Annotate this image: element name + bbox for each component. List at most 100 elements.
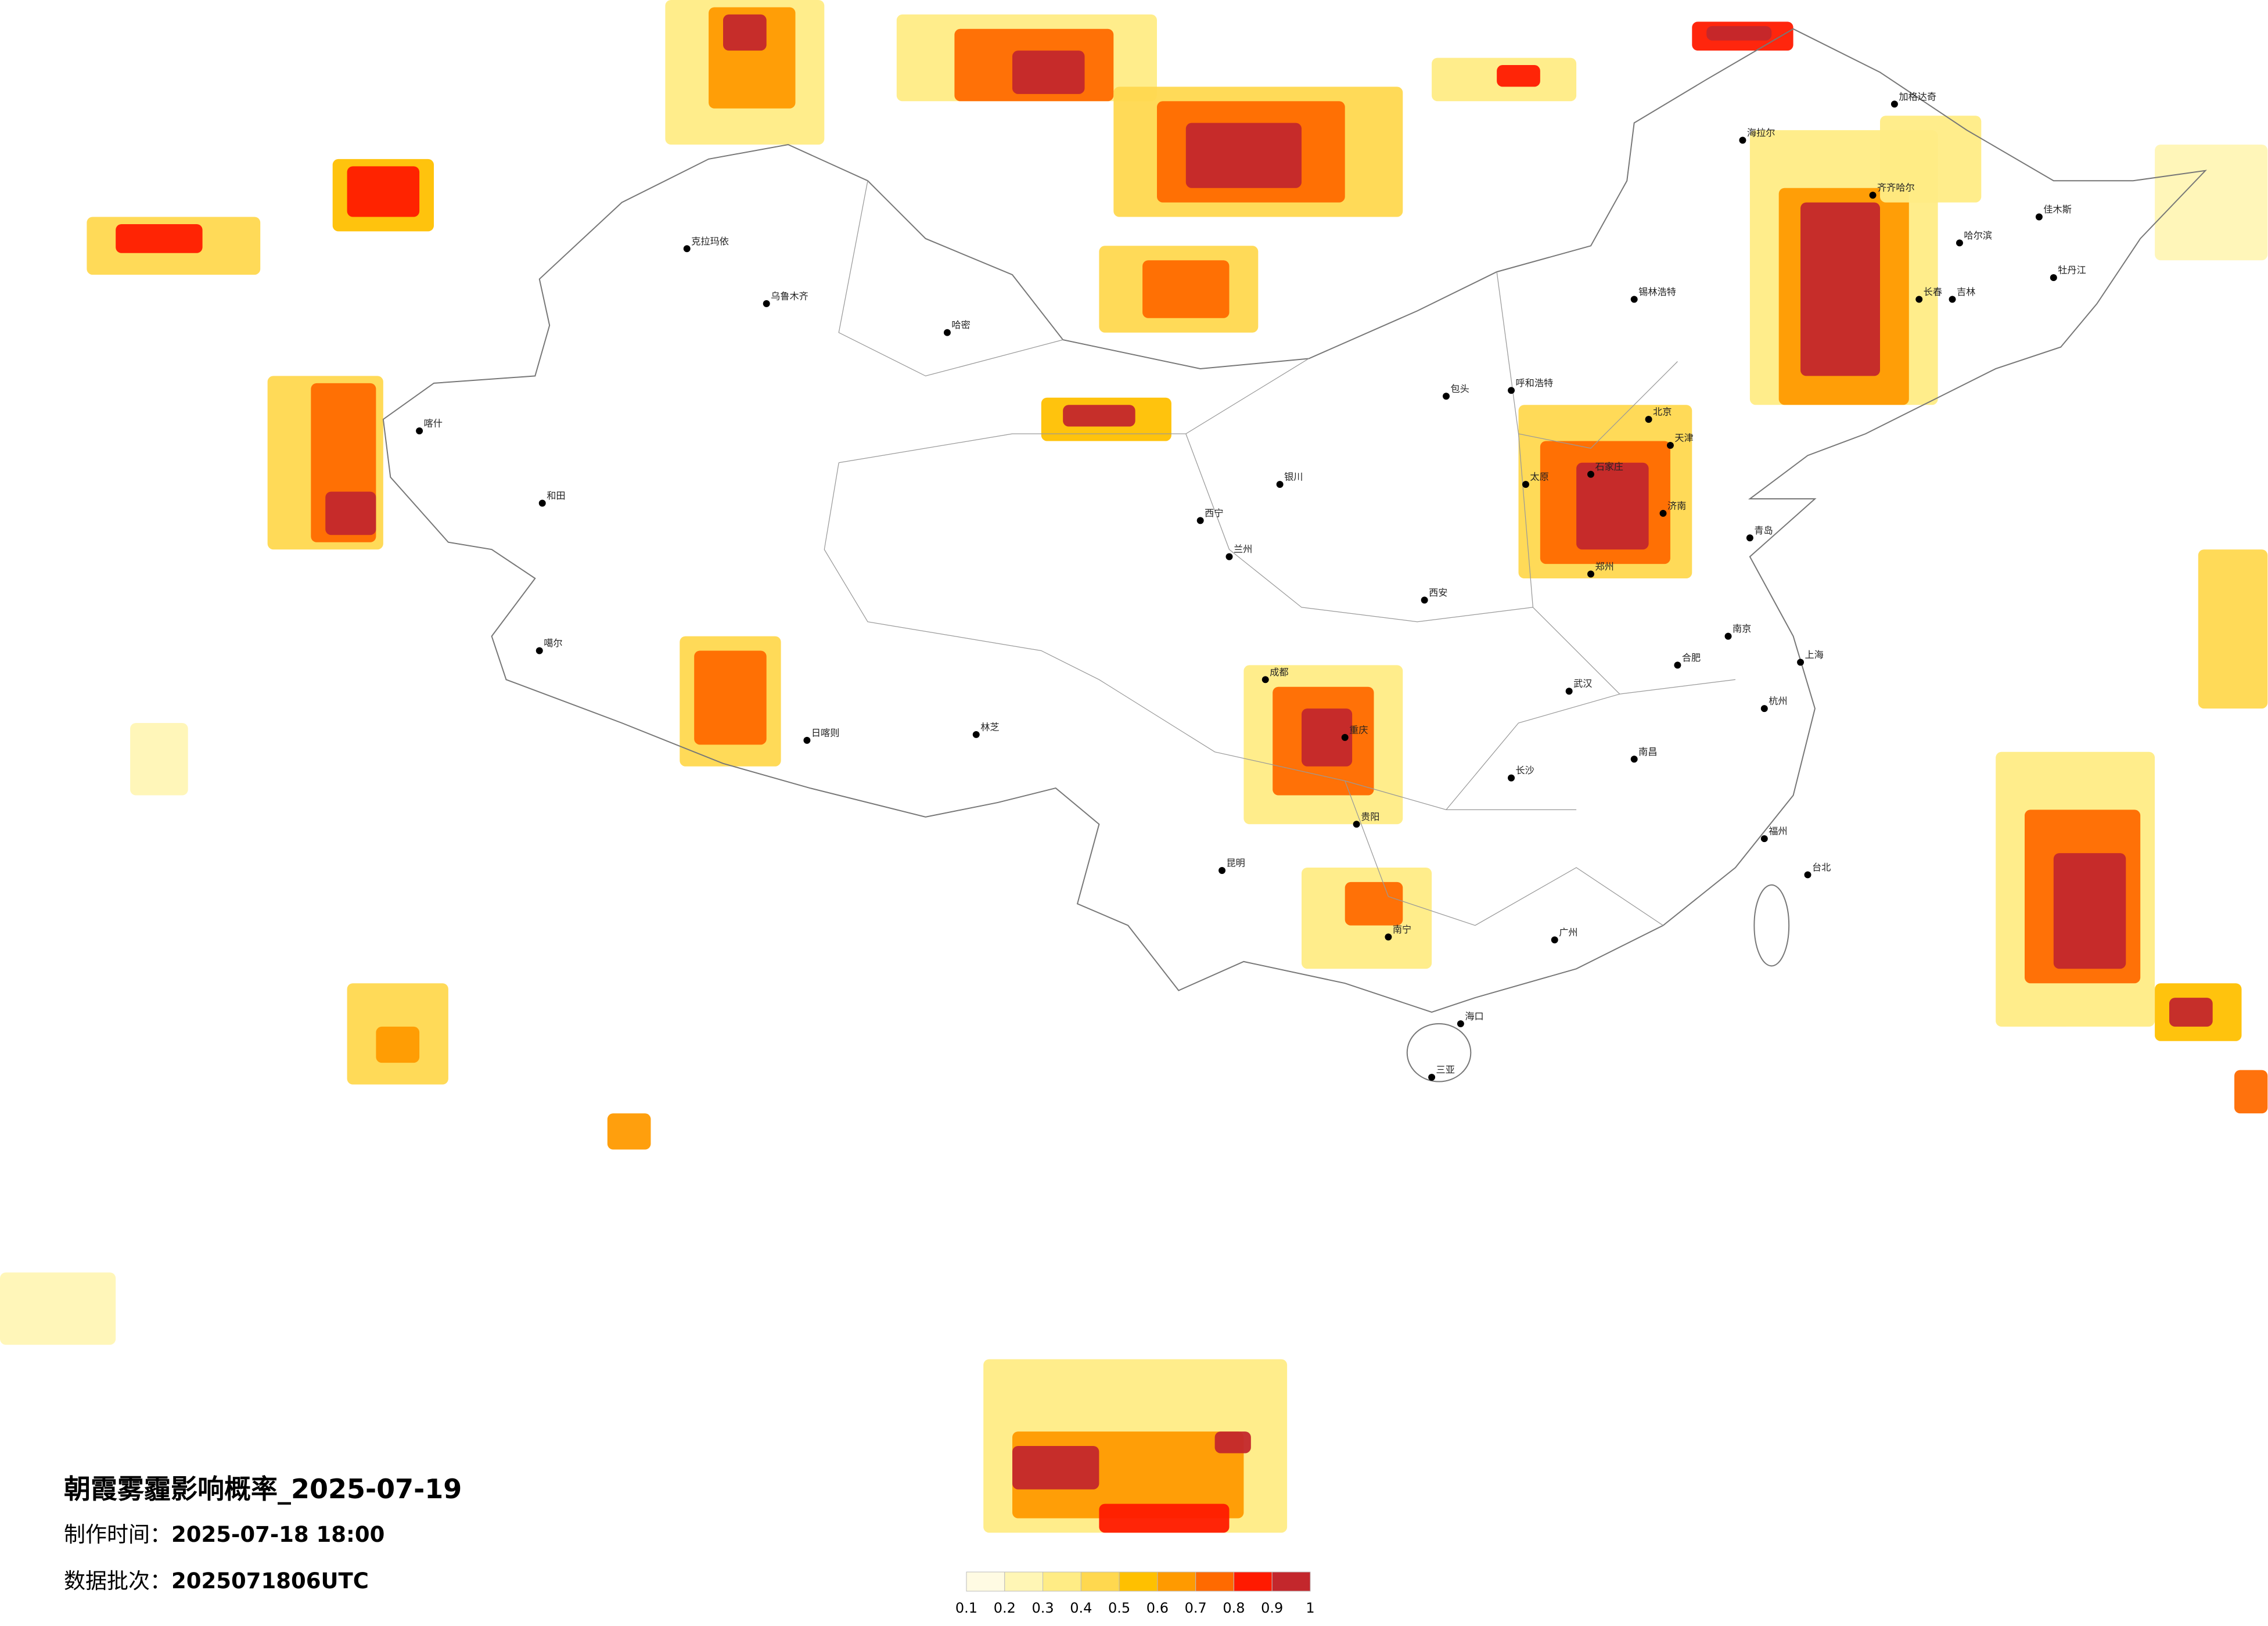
haze-patch (1063, 405, 1135, 427)
info-value: 2025071806UTC (171, 1569, 369, 1593)
legend-swatch (1233, 1571, 1273, 1592)
city-dot (1645, 416, 1652, 423)
legend-swatch (1271, 1571, 1311, 1592)
haze-patch (694, 650, 767, 745)
haze-patch (1706, 26, 1772, 41)
legend-swatch (1080, 1571, 1120, 1592)
city-dot (763, 300, 770, 307)
legend-swatch (1157, 1571, 1196, 1592)
city-label: 克拉玛依 (691, 236, 729, 247)
city-label: 福州 (1769, 826, 1787, 837)
city-dot (1353, 821, 1360, 828)
city-dot (1508, 774, 1515, 782)
city-label: 昆明 (1227, 858, 1245, 869)
city-label: 加格达奇 (1899, 91, 1936, 102)
city-label: 青岛 (1754, 525, 1773, 536)
city-label: 噶尔 (544, 638, 562, 649)
city-dot (1551, 936, 1558, 944)
city-dot (1674, 661, 1681, 669)
legend-swatch (1119, 1571, 1158, 1592)
city-label: 南京 (1733, 623, 1751, 634)
city-dot (943, 329, 951, 336)
city-dot (1565, 688, 1573, 695)
haze-patch (325, 491, 376, 535)
haze-patch (116, 224, 203, 253)
city-dot (1225, 553, 1233, 560)
haze-patch (1099, 1503, 1230, 1533)
info-line: 制作时间：2025-07-18 18:00 (64, 1522, 384, 1547)
city-label: 贵阳 (1361, 811, 1379, 822)
city-label: 呼和浩特 (1516, 377, 1554, 388)
city-label: 石家庄 (1595, 461, 1623, 472)
haze-patch (1142, 260, 1230, 318)
color-legend: 0.1 0.2 0.3 0.4 0.5 0.6 0.7 0.8 0.9 1 (955, 1571, 1315, 1616)
haze-patch (1302, 708, 1353, 767)
map-title: 朝霞雾霾影响概率_2025-07-19 (64, 1473, 462, 1505)
city-label: 齐齐哈尔 (1877, 182, 1915, 193)
hainan-outline (1406, 1023, 1472, 1082)
city-label: 三亚 (1436, 1064, 1455, 1075)
haze-patch (1800, 202, 1880, 376)
haze-field (0, 0, 2268, 1533)
city-label: 上海 (1805, 649, 1824, 660)
city-label: 海口 (1465, 1010, 1483, 1021)
legend-tick-label: 0.4 (1070, 1600, 1092, 1616)
city-dot (1421, 596, 1428, 604)
legend-swatch (1195, 1571, 1234, 1592)
haze-patch (1345, 882, 1403, 926)
city-dot (1385, 933, 1392, 941)
city-label: 西安 (1429, 587, 1447, 598)
legend-swatch (1043, 1571, 1081, 1592)
haze-patch (2053, 853, 2126, 969)
city-dot (1508, 387, 1515, 394)
city-label: 北京 (1653, 406, 1672, 418)
city-dot (1341, 733, 1349, 741)
taiwan-outline (1753, 884, 1790, 967)
city-label: 南昌 (1638, 746, 1657, 757)
city-dot (1276, 481, 1284, 488)
province-borders (824, 181, 1736, 926)
city-label: 日喀则 (811, 727, 840, 738)
city-dot (1587, 570, 1594, 578)
city-dot (1915, 296, 1923, 303)
city-label: 包头 (1450, 383, 1469, 394)
city-dot (1890, 100, 1898, 108)
legend-tick-label: 0.2 (994, 1600, 1016, 1616)
city-label: 乌鲁木齐 (771, 290, 808, 301)
haze-patch (2198, 549, 2268, 709)
city-dot (1522, 481, 1529, 488)
city-dot (1196, 517, 1204, 524)
legend-swatch (966, 1571, 1005, 1592)
city-dot (1760, 835, 1768, 843)
city-label: 兰州 (1234, 544, 1252, 555)
city-dot (1630, 756, 1638, 763)
city-label: 南宁 (1393, 924, 1411, 935)
city-dot (1804, 871, 1811, 879)
city-label: 牡丹江 (2058, 265, 2086, 276)
city-dot (972, 731, 980, 738)
city-label: 杭州 (1769, 696, 1787, 707)
haze-patch (1214, 1431, 1251, 1454)
haze-patch (0, 1272, 116, 1345)
legend-tick-label: 0.1 (955, 1600, 977, 1616)
haze-patch (1012, 1446, 1099, 1490)
city-dot (1869, 192, 1877, 199)
legend-tick-label: 0.8 (1223, 1600, 1245, 1616)
city-label: 林芝 (980, 721, 999, 732)
legend-swatch (1004, 1571, 1044, 1592)
city-label: 哈密 (951, 319, 970, 330)
city-label: 吉林 (1957, 286, 1975, 297)
city-dot (2035, 213, 2043, 221)
legend-tick-label: 0.6 (1146, 1600, 1169, 1616)
legend-tick-label: 0.7 (1185, 1600, 1207, 1616)
legend-tick-label: 0.3 (1031, 1600, 1054, 1616)
city-dot (1261, 676, 1269, 684)
city-label: 成都 (1270, 667, 1288, 678)
info-line: 数据批次：2025071806UTC (64, 1569, 369, 1593)
city-label: 和田 (547, 490, 565, 501)
city-dot (1666, 441, 1674, 449)
city-dot (1760, 705, 1768, 713)
city-label: 长沙 (1516, 765, 1534, 776)
